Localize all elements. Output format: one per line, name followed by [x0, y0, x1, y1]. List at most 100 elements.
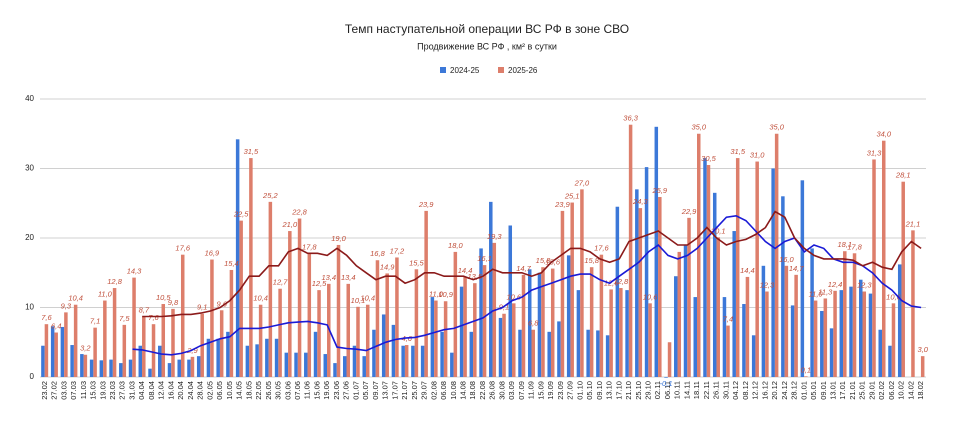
bar — [190, 356, 195, 377]
bar — [868, 293, 873, 377]
value-label: 6,8 — [528, 319, 539, 328]
value-label: 11,0 — [429, 290, 444, 299]
bar — [64, 312, 68, 377]
x-tick-label: 01.10 — [575, 381, 584, 400]
value-label: 24,3 — [632, 197, 648, 206]
bar — [375, 260, 380, 377]
bar — [109, 359, 113, 377]
x-tick-label: 29.01 — [867, 381, 876, 400]
bar — [628, 124, 633, 377]
average-line — [132, 214, 922, 356]
bar — [794, 274, 798, 377]
x-tick-label: 14.08 — [459, 381, 468, 400]
x-tick-label: 13.07 — [381, 381, 390, 400]
bar — [161, 304, 166, 377]
bar — [210, 259, 214, 377]
value-label: 35,0 — [769, 123, 784, 132]
x-tick-label: 09.10 — [595, 381, 604, 400]
bar — [265, 338, 269, 377]
x-tick-label: 19.03 — [98, 381, 107, 400]
value-label: 20,1 — [710, 226, 726, 235]
bar — [216, 338, 220, 377]
bar — [83, 354, 88, 377]
bar — [722, 297, 727, 377]
value-label: 12,6 — [604, 278, 619, 287]
x-tick-label: 07.09 — [517, 381, 526, 400]
bar — [459, 286, 464, 377]
bar — [103, 300, 107, 377]
value-label: 7,6 — [148, 313, 159, 322]
x-tick-label: 20.04 — [176, 381, 185, 400]
bar — [541, 267, 545, 377]
x-tick-label: 08.12 — [741, 381, 750, 400]
bar — [644, 167, 649, 377]
bar — [385, 273, 389, 377]
value-label: 21,1 — [905, 219, 921, 228]
bar — [54, 332, 58, 377]
value-label: 13,4 — [321, 273, 336, 282]
x-tick-label: 01.07 — [351, 381, 360, 400]
x-tick-label: 13.10 — [605, 381, 614, 400]
value-label: 12,3 — [760, 280, 775, 289]
bar — [605, 335, 610, 377]
value-label: 10,4 — [360, 294, 375, 303]
bar — [589, 267, 594, 377]
value-label: 14,3 — [127, 267, 142, 276]
bar — [703, 158, 707, 377]
bar — [667, 342, 672, 377]
bar — [862, 291, 867, 377]
x-tick-label: 10.05 — [225, 381, 234, 400]
value-label: 17,6 — [175, 244, 190, 253]
bar — [693, 297, 698, 377]
bar — [635, 189, 639, 377]
bar — [294, 352, 298, 377]
bar — [128, 359, 133, 377]
x-tick-label: 06.02 — [887, 381, 896, 400]
bar — [911, 230, 915, 377]
x-tick-label: 18.05 — [244, 381, 253, 400]
bar — [245, 345, 250, 377]
bar — [362, 356, 366, 377]
value-label: 7,6 — [41, 313, 52, 322]
value-label: 36,3 — [623, 114, 638, 123]
x-tick-label: 02.08 — [429, 381, 438, 400]
chart-title: Темп наступательной операции ВС РФ в зон… — [345, 22, 629, 36]
bar — [288, 231, 292, 377]
x-tick-label: 27.06 — [342, 381, 351, 400]
bar — [148, 368, 152, 377]
bar — [823, 298, 828, 377]
bar — [891, 303, 896, 377]
bar — [658, 196, 662, 377]
bar — [712, 192, 717, 377]
value-label: 19,0 — [331, 234, 346, 243]
bar — [206, 338, 211, 377]
value-label: 21,0 — [282, 220, 298, 229]
legend-label: 2025-26 — [508, 66, 538, 75]
x-tick-label: 27.03 — [118, 381, 127, 400]
x-tick-label: 28.12 — [790, 381, 799, 400]
bar — [317, 290, 321, 377]
bar — [219, 310, 224, 377]
bar — [304, 352, 308, 377]
bar — [401, 345, 405, 377]
y-tick-label: 10 — [25, 303, 34, 312]
bar — [171, 308, 175, 377]
bar — [829, 328, 834, 377]
legend-swatch — [440, 67, 446, 73]
x-tick-label: 09.07 — [371, 381, 380, 400]
x-tick-label: 06.08 — [439, 381, 448, 400]
x-tick-label: 18.08 — [468, 381, 477, 400]
x-tick-label: 22.05 — [254, 381, 263, 400]
bar — [537, 272, 542, 377]
bar — [790, 305, 795, 377]
x-tick-label: 03.03 — [59, 381, 68, 400]
value-label: 13,4 — [341, 273, 356, 282]
value-label: 10,6 — [886, 292, 901, 301]
value-label: 23,9 — [554, 200, 570, 209]
x-tick-label: 18.02 — [916, 381, 925, 400]
x-tick-label: 08.04 — [147, 381, 156, 400]
x-tick-label: 16.12 — [760, 381, 769, 400]
value-label: 35,0 — [691, 123, 706, 132]
x-tick-label: 17.07 — [390, 381, 399, 400]
bar — [180, 254, 185, 377]
